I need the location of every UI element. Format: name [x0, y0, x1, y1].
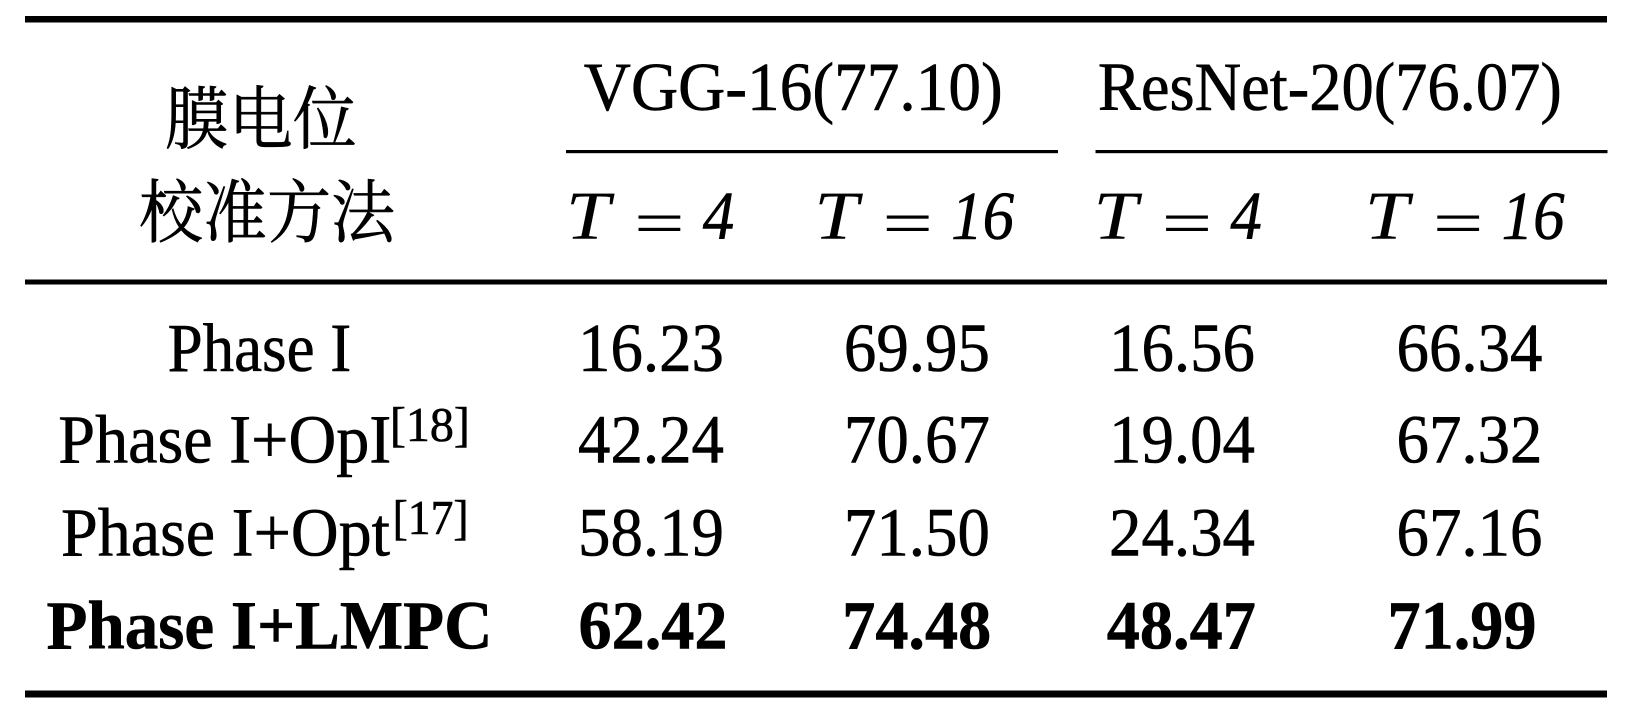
svg-text:42.24: 42.24	[578, 402, 724, 478]
svg-text:48.47: 48.47	[1107, 588, 1256, 664]
svg-text:71.99: 71.99	[1388, 588, 1537, 664]
svg-text:16.23: 16.23	[578, 311, 724, 387]
svg-text:Phase I: Phase I	[168, 311, 352, 387]
svg-text:16: 16	[1502, 179, 1565, 255]
svg-text:74.48: 74.48	[842, 588, 991, 664]
svg-text:62.42: 62.42	[579, 588, 728, 664]
svg-text:4: 4	[1230, 179, 1261, 255]
svg-text:T: T	[814, 179, 863, 255]
svg-text:Phase I+OpI: Phase I+OpI	[58, 402, 391, 478]
svg-text:[18]: [18]	[390, 398, 470, 452]
svg-text:T: T	[566, 179, 615, 255]
svg-text:67.32: 67.32	[1397, 402, 1543, 478]
svg-text:66.34: 66.34	[1397, 311, 1543, 387]
svg-text:19.04: 19.04	[1109, 402, 1255, 478]
svg-text:24.34: 24.34	[1109, 495, 1255, 571]
svg-text:Phase I+LMPC: Phase I+LMPC	[47, 588, 493, 664]
svg-text:[17]: [17]	[393, 491, 469, 545]
svg-text:16.56: 16.56	[1109, 311, 1255, 387]
svg-text:16: 16	[951, 179, 1014, 255]
svg-text:69.95: 69.95	[844, 311, 990, 387]
svg-text:ResNet-20(76.07): ResNet-20(76.07)	[1098, 50, 1562, 126]
svg-text:VGG-16(77.10): VGG-16(77.10)	[584, 50, 1003, 126]
svg-text:71.50: 71.50	[844, 495, 990, 571]
svg-text:Phase I+Opt: Phase I+Opt	[61, 495, 390, 571]
svg-text:67.16: 67.16	[1397, 495, 1543, 571]
svg-text:T: T	[1365, 179, 1414, 255]
svg-text:T: T	[1094, 179, 1143, 255]
svg-text:58.19: 58.19	[578, 495, 724, 571]
svg-text:70.67: 70.67	[844, 402, 990, 478]
svg-text:4: 4	[703, 179, 734, 255]
